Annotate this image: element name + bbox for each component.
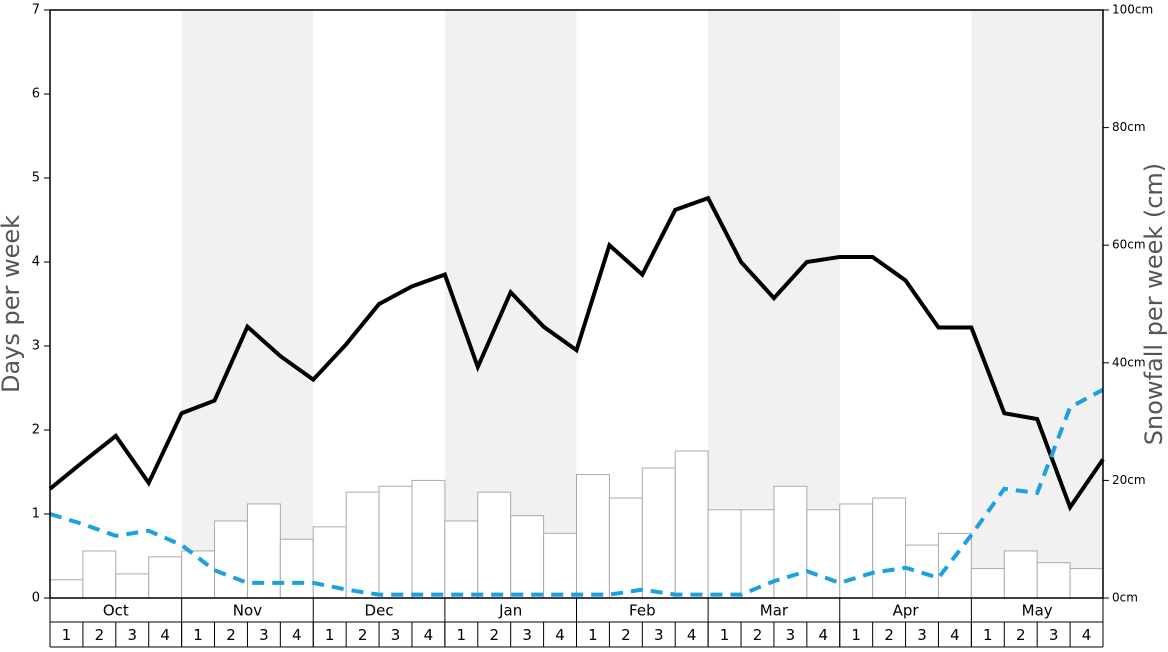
month-label: May: [1022, 602, 1053, 620]
week-label: 2: [753, 626, 763, 644]
week-label: 4: [950, 626, 960, 644]
snowfall-bar: [214, 520, 248, 599]
snowfall-bar: [345, 491, 380, 599]
snowfall-bar: [608, 497, 643, 599]
y2-tick-label: 60cm: [1112, 238, 1146, 252]
line: [48, 195, 1105, 512]
y2-tick-label: 20cm: [1112, 473, 1146, 487]
week-label: 3: [391, 626, 401, 644]
line: [49, 387, 1104, 597]
week-label: 2: [621, 626, 631, 644]
snowfall-bar: [115, 573, 150, 599]
y-tick-label: 4: [32, 255, 40, 270]
snowfall-bar: [1036, 562, 1071, 599]
week-label: 3: [917, 626, 927, 644]
y-tick-label: 6: [32, 87, 40, 102]
y-tick-label: 7: [32, 3, 40, 18]
y2-tick-label: 40cm: [1112, 355, 1146, 369]
snowfall-bar: [477, 491, 512, 599]
week-label: 1: [62, 626, 72, 644]
week-label: 2: [884, 626, 894, 644]
snowfall-bar: [576, 474, 610, 599]
week-label: 3: [1049, 626, 1059, 644]
snowfall-bar: [839, 503, 874, 599]
y2-tick-label: 0cm: [1112, 591, 1138, 605]
snowfall-bar: [806, 509, 841, 599]
week-label: 1: [851, 626, 861, 644]
snowfall-bar: [411, 479, 446, 599]
week-label: 4: [424, 626, 434, 644]
snowfall-bar: [312, 526, 347, 599]
snowfall-bar: [970, 568, 1005, 599]
week-label: 1: [325, 626, 335, 644]
week-label: 4: [819, 626, 829, 644]
week-label: 3: [654, 626, 664, 644]
y2-tick-label: 100cm: [1112, 3, 1153, 17]
week-label: 3: [259, 626, 269, 644]
week-label: 3: [127, 626, 137, 644]
month-label: Oct: [103, 602, 129, 620]
week-label: 1: [457, 626, 467, 644]
week-label: 3: [786, 626, 796, 644]
week-label: 4: [160, 626, 170, 644]
snowfall-bar: [510, 515, 545, 599]
snowfall-bar: [641, 467, 676, 599]
y2-axis-label: Snowfall per week (cm): [1140, 163, 1168, 445]
week-label: 2: [358, 626, 368, 644]
y-tick-label: 2: [32, 423, 40, 438]
y-axis-label: Days per week: [0, 215, 25, 393]
snowfall-bar: [444, 520, 479, 599]
week-label: 1: [720, 626, 730, 644]
snowfall-bar: [279, 538, 314, 599]
y-tick-label: 0: [32, 591, 40, 606]
week-label: 1: [983, 626, 993, 644]
week-label: 4: [292, 626, 302, 644]
week-label: 1: [193, 626, 203, 644]
week-label: 2: [489, 626, 499, 644]
week-label: 1: [588, 626, 598, 644]
month-label: Mar: [760, 602, 789, 620]
y-tick-label: 3: [32, 339, 40, 354]
snowfall-bar: [148, 556, 183, 599]
snowfall-bar: [82, 550, 117, 599]
month-label: Jan: [498, 602, 522, 620]
snowfall-bar: [707, 509, 742, 599]
snowfall-bar: [543, 532, 577, 599]
snowfall-bar: [1003, 550, 1038, 599]
week-label: 2: [95, 626, 105, 644]
y-tick-label: 5: [32, 171, 40, 186]
month-label: Feb: [629, 602, 656, 620]
week-label: 4: [687, 626, 697, 644]
month-shade: [181, 10, 314, 598]
month-label: Nov: [233, 602, 262, 620]
snowfall-bar: [49, 579, 84, 599]
week-label: 4: [1082, 626, 1092, 644]
week-label: 3: [522, 626, 532, 644]
snowfall-bar: [872, 497, 907, 599]
month-label: Dec: [365, 602, 394, 620]
snowfall-bar: [378, 485, 413, 599]
week-label: 2: [1016, 626, 1026, 644]
snowfall-bar: [674, 450, 709, 599]
snowfall-bar: [1069, 568, 1104, 599]
snowfall-bar: [181, 550, 216, 599]
y2-tick-label: 80cm: [1112, 120, 1146, 134]
y-tick-label: 1: [32, 507, 40, 522]
month-shade: [971, 10, 1103, 598]
month-label: Apr: [893, 602, 920, 620]
week-label: 4: [555, 626, 565, 644]
week-label: 2: [226, 626, 236, 644]
